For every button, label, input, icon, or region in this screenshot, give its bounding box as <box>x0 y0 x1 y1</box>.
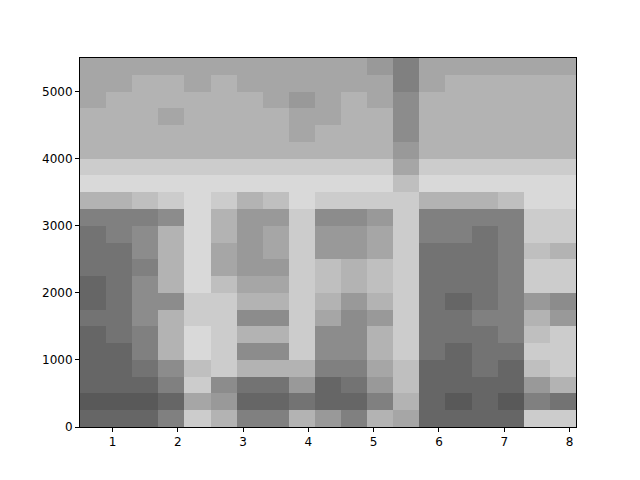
svg-text:5000: 5000 <box>42 85 73 99</box>
svg-text:3000: 3000 <box>42 219 73 233</box>
svg-text:1: 1 <box>109 435 117 449</box>
svg-text:4: 4 <box>305 435 313 449</box>
svg-text:6: 6 <box>435 435 443 449</box>
svg-text:4000: 4000 <box>42 152 73 166</box>
svg-text:0: 0 <box>65 420 73 434</box>
svg-text:7: 7 <box>500 435 508 449</box>
svg-text:2000: 2000 <box>42 286 73 300</box>
svg-text:5: 5 <box>370 435 378 449</box>
svg-text:8: 8 <box>566 435 574 449</box>
svg-text:3: 3 <box>239 435 247 449</box>
svg-text:2: 2 <box>174 435 182 449</box>
svg-text:1000: 1000 <box>42 353 73 367</box>
